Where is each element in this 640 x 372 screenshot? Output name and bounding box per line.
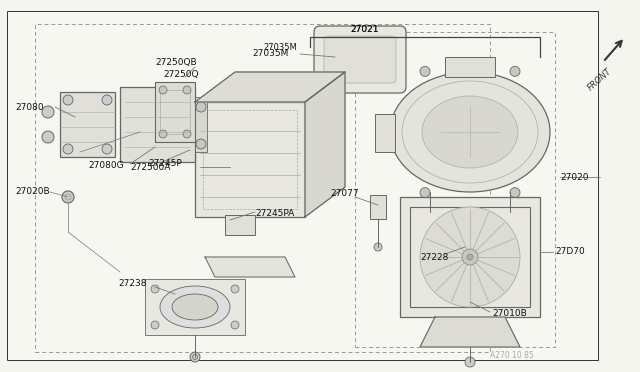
Bar bbox=[145, 279, 245, 335]
Circle shape bbox=[462, 249, 478, 265]
Bar bbox=[370, 195, 386, 219]
Text: 27250Q: 27250Q bbox=[163, 71, 198, 80]
Circle shape bbox=[425, 207, 435, 217]
Bar bbox=[60, 92, 115, 157]
Circle shape bbox=[42, 106, 54, 118]
Bar bbox=[155, 82, 195, 142]
Text: 27077: 27077 bbox=[330, 189, 358, 199]
Circle shape bbox=[374, 243, 382, 251]
Text: 27021: 27021 bbox=[350, 25, 378, 33]
Circle shape bbox=[465, 357, 475, 367]
Circle shape bbox=[159, 130, 167, 138]
Bar bbox=[355, 32, 555, 347]
Bar bbox=[120, 87, 195, 162]
Bar bbox=[400, 197, 540, 317]
Circle shape bbox=[196, 139, 206, 149]
Circle shape bbox=[420, 187, 430, 198]
Bar bbox=[225, 215, 255, 235]
Text: 27D70: 27D70 bbox=[555, 247, 585, 257]
Circle shape bbox=[231, 321, 239, 329]
Text: 272500A: 272500A bbox=[130, 163, 170, 171]
Bar bbox=[203, 110, 297, 209]
Circle shape bbox=[151, 285, 159, 293]
Polygon shape bbox=[205, 257, 295, 277]
Bar bbox=[195, 102, 305, 217]
Text: 27080G: 27080G bbox=[88, 160, 124, 170]
Text: 27020: 27020 bbox=[560, 173, 589, 182]
Bar bbox=[445, 57, 495, 77]
Text: 27250QB: 27250QB bbox=[155, 58, 196, 67]
Circle shape bbox=[510, 66, 520, 76]
FancyBboxPatch shape bbox=[324, 36, 396, 83]
Text: 27021: 27021 bbox=[350, 26, 378, 35]
Polygon shape bbox=[420, 317, 520, 347]
Text: 27010B: 27010B bbox=[492, 310, 527, 318]
Text: 27228: 27228 bbox=[420, 253, 449, 262]
Circle shape bbox=[420, 207, 520, 307]
Ellipse shape bbox=[422, 96, 518, 168]
Circle shape bbox=[63, 95, 73, 105]
Text: 27020B: 27020B bbox=[15, 187, 50, 196]
Bar bbox=[375, 114, 395, 152]
Circle shape bbox=[420, 66, 430, 76]
Circle shape bbox=[102, 95, 112, 105]
Bar bbox=[410, 207, 530, 307]
Circle shape bbox=[196, 102, 206, 112]
Circle shape bbox=[63, 144, 73, 154]
Bar bbox=[195, 97, 207, 152]
Polygon shape bbox=[195, 72, 345, 102]
Circle shape bbox=[190, 352, 200, 362]
Ellipse shape bbox=[160, 286, 230, 328]
FancyBboxPatch shape bbox=[314, 26, 406, 93]
Circle shape bbox=[467, 254, 473, 260]
Text: FRONT: FRONT bbox=[586, 67, 614, 93]
Text: 27080: 27080 bbox=[15, 103, 44, 112]
Ellipse shape bbox=[390, 72, 550, 192]
Circle shape bbox=[510, 187, 520, 198]
Circle shape bbox=[505, 207, 515, 217]
Circle shape bbox=[151, 321, 159, 329]
Text: 27035M: 27035M bbox=[252, 49, 289, 58]
Bar bbox=[35, 24, 490, 352]
Ellipse shape bbox=[172, 294, 218, 320]
Text: 27238: 27238 bbox=[118, 279, 147, 289]
Circle shape bbox=[159, 86, 167, 94]
Circle shape bbox=[183, 130, 191, 138]
Circle shape bbox=[231, 285, 239, 293]
Text: 27245PA: 27245PA bbox=[255, 209, 294, 218]
Circle shape bbox=[42, 131, 54, 143]
Circle shape bbox=[62, 191, 74, 203]
Circle shape bbox=[183, 86, 191, 94]
Circle shape bbox=[102, 144, 112, 154]
Polygon shape bbox=[305, 72, 345, 217]
Bar bbox=[160, 90, 190, 134]
Text: 27035M: 27035M bbox=[263, 42, 297, 51]
Text: A270 10 85: A270 10 85 bbox=[490, 352, 534, 360]
Text: 27245P: 27245P bbox=[148, 160, 182, 169]
